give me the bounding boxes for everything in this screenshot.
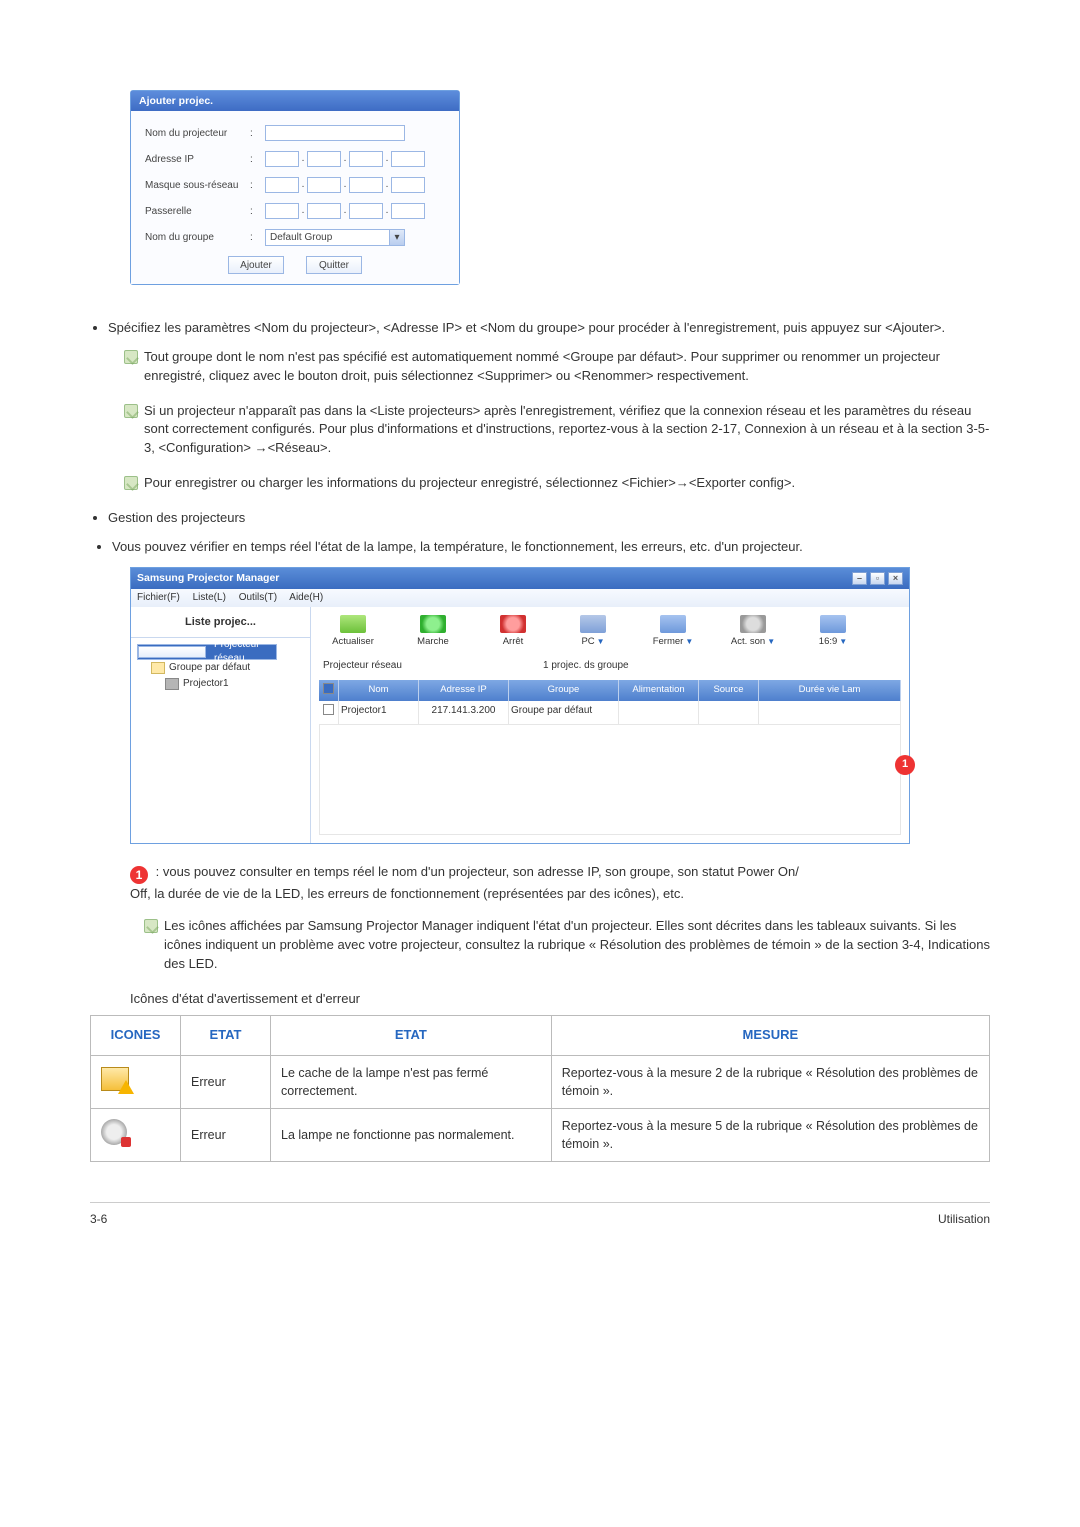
tree-title: Liste projec... [131, 611, 310, 638]
dialog-body: Nom du projecteur : Adresse IP : . . . M… [131, 111, 459, 284]
sound-button[interactable]: Act. son▼ [723, 615, 783, 649]
power-off-icon [500, 615, 526, 633]
label-group: Nom du groupe [145, 232, 250, 243]
quit-button[interactable]: Quitter [306, 256, 362, 274]
projector-name-input[interactable] [265, 125, 405, 141]
network-icon [138, 646, 206, 658]
projector-manager-window: Samsung Projector Manager – ▫ × Fichier(… [130, 567, 910, 844]
tree-projector[interactable]: Projector1 [137, 676, 304, 692]
power-off-button[interactable]: Arrêt [483, 615, 543, 649]
col-ip[interactable]: Adresse IP [419, 680, 509, 702]
chevron-down-icon: ▼ [597, 636, 605, 648]
menu-file[interactable]: Fichier(F) [137, 592, 180, 603]
window-title: Samsung Projector Manager [137, 571, 852, 586]
lamp-error-icon [101, 1119, 127, 1145]
close-source-icon [660, 615, 686, 633]
col-check[interactable] [319, 680, 339, 702]
label-ip: Adresse IP [145, 154, 250, 165]
chevron-down-icon: ▼ [839, 636, 847, 648]
chevron-down-icon[interactable]: ▾ [389, 230, 404, 245]
status-icons-table: ICONES ETAT ETAT MESURE Erreur Le cache … [90, 1015, 990, 1162]
col-source[interactable]: Source [699, 680, 759, 702]
table-row[interactable]: Projector1 217.141.3.200 Groupe par défa… [319, 701, 901, 725]
menu-help[interactable]: Aide(H) [289, 592, 323, 603]
pc-icon [580, 615, 606, 633]
refresh-icon [340, 615, 366, 633]
menu-list[interactable]: Liste(L) [193, 592, 226, 603]
note-export-config: Pour enregistrer ou charger les informat… [144, 474, 990, 493]
mask-input[interactable]: . . . [265, 177, 445, 193]
subheader-count: 1 projec. ds groupe [543, 659, 629, 674]
aspect-icon [820, 615, 846, 633]
label-proj-name: Nom du projecteur [145, 128, 250, 139]
col-lamp-life[interactable]: Durée vie Lam [759, 680, 901, 702]
ip-input[interactable]: . . . [265, 151, 445, 167]
tree-root[interactable]: Projecteur réseau [137, 644, 277, 660]
power-on-button[interactable]: Marche [403, 615, 463, 649]
label-mask: Masque sous-réseau [145, 180, 250, 191]
chevron-down-icon: ▼ [685, 636, 693, 648]
th-etat2: ETAT [271, 1015, 552, 1055]
gateway-input[interactable]: . . . [265, 203, 445, 219]
note-icon [124, 404, 138, 418]
note-icon [124, 476, 138, 490]
subheader-network: Projecteur réseau [323, 659, 543, 674]
th-icons: ICONES [91, 1015, 181, 1055]
maximize-icon[interactable]: ▫ [870, 572, 885, 585]
note-default-group: Tout groupe dont le nom n'est pas spécif… [144, 348, 990, 386]
tree-group[interactable]: Groupe par défaut [137, 660, 304, 676]
row-checkbox[interactable] [323, 704, 334, 715]
note-not-appearing: Si un projecteur n'apparaît pas dans la … [144, 402, 990, 459]
table-row: Erreur Le cache de la lampe n'est pas fe… [91, 1055, 990, 1108]
dialog-title: Ajouter projec. [131, 91, 459, 111]
power-on-icon [420, 615, 446, 633]
label-gateway: Passerelle [145, 206, 250, 217]
group-selected: Default Group [266, 232, 389, 243]
col-group[interactable]: Groupe [509, 680, 619, 702]
note-icon [124, 350, 138, 364]
projector-table: Nom Adresse IP Groupe Alimentation Sourc… [319, 680, 901, 835]
col-name[interactable]: Nom [339, 680, 419, 702]
menu-tools[interactable]: Outils(T) [239, 592, 277, 603]
add-button[interactable]: Ajouter [228, 256, 284, 274]
th-etat1: ETAT [181, 1015, 271, 1055]
note-icon [144, 919, 158, 933]
close-button[interactable]: Fermer▼ [643, 615, 703, 649]
aspect-button[interactable]: 16:9▼ [803, 615, 863, 649]
footer-section: Utilisation [938, 1211, 990, 1228]
bullet-specify: Spécifiez les paramètres <Nom du project… [108, 319, 990, 338]
callout-1-text-b: Off, la durée de vie de la LED, les erre… [130, 886, 684, 901]
th-mesure: MESURE [551, 1015, 989, 1055]
bullet-gestion: Gestion des projecteurs [108, 509, 990, 528]
close-icon[interactable]: × [888, 572, 903, 585]
callout-badge-1-inline: 1 [130, 866, 148, 884]
note-icons-explain: Les icônes affichées par Samsung Project… [164, 917, 990, 974]
projector-icon [165, 678, 179, 690]
menu-bar: Fichier(F) Liste(L) Outils(T) Aide(H) [131, 589, 909, 608]
source-pc-button[interactable]: PC▼ [563, 615, 623, 649]
sound-icon [740, 615, 766, 633]
refresh-button[interactable]: Actualiser [323, 615, 383, 649]
callout-1-text-a: : vous pouvez consulter en temps réel le… [152, 864, 799, 879]
add-projector-dialog: Ajouter projec. Nom du projecteur : Adre… [130, 90, 460, 285]
group-select[interactable]: Default Group ▾ [265, 229, 405, 246]
footer-page: 3-6 [90, 1211, 107, 1228]
lamp-cover-warning-icon [101, 1067, 129, 1091]
bullet-gestion-desc: Vous pouvez vérifier en temps réel l'éta… [112, 538, 990, 557]
minimize-icon[interactable]: – [852, 572, 867, 585]
callout-badge-1: 1 [895, 755, 915, 775]
col-power[interactable]: Alimentation [619, 680, 699, 702]
folder-icon [151, 662, 165, 674]
table-row: Erreur La lampe ne fonctionne pas normal… [91, 1108, 990, 1161]
chevron-down-icon: ▼ [767, 636, 775, 648]
icons-subtitle: Icônes d'état d'avertissement et d'erreu… [130, 990, 990, 1009]
